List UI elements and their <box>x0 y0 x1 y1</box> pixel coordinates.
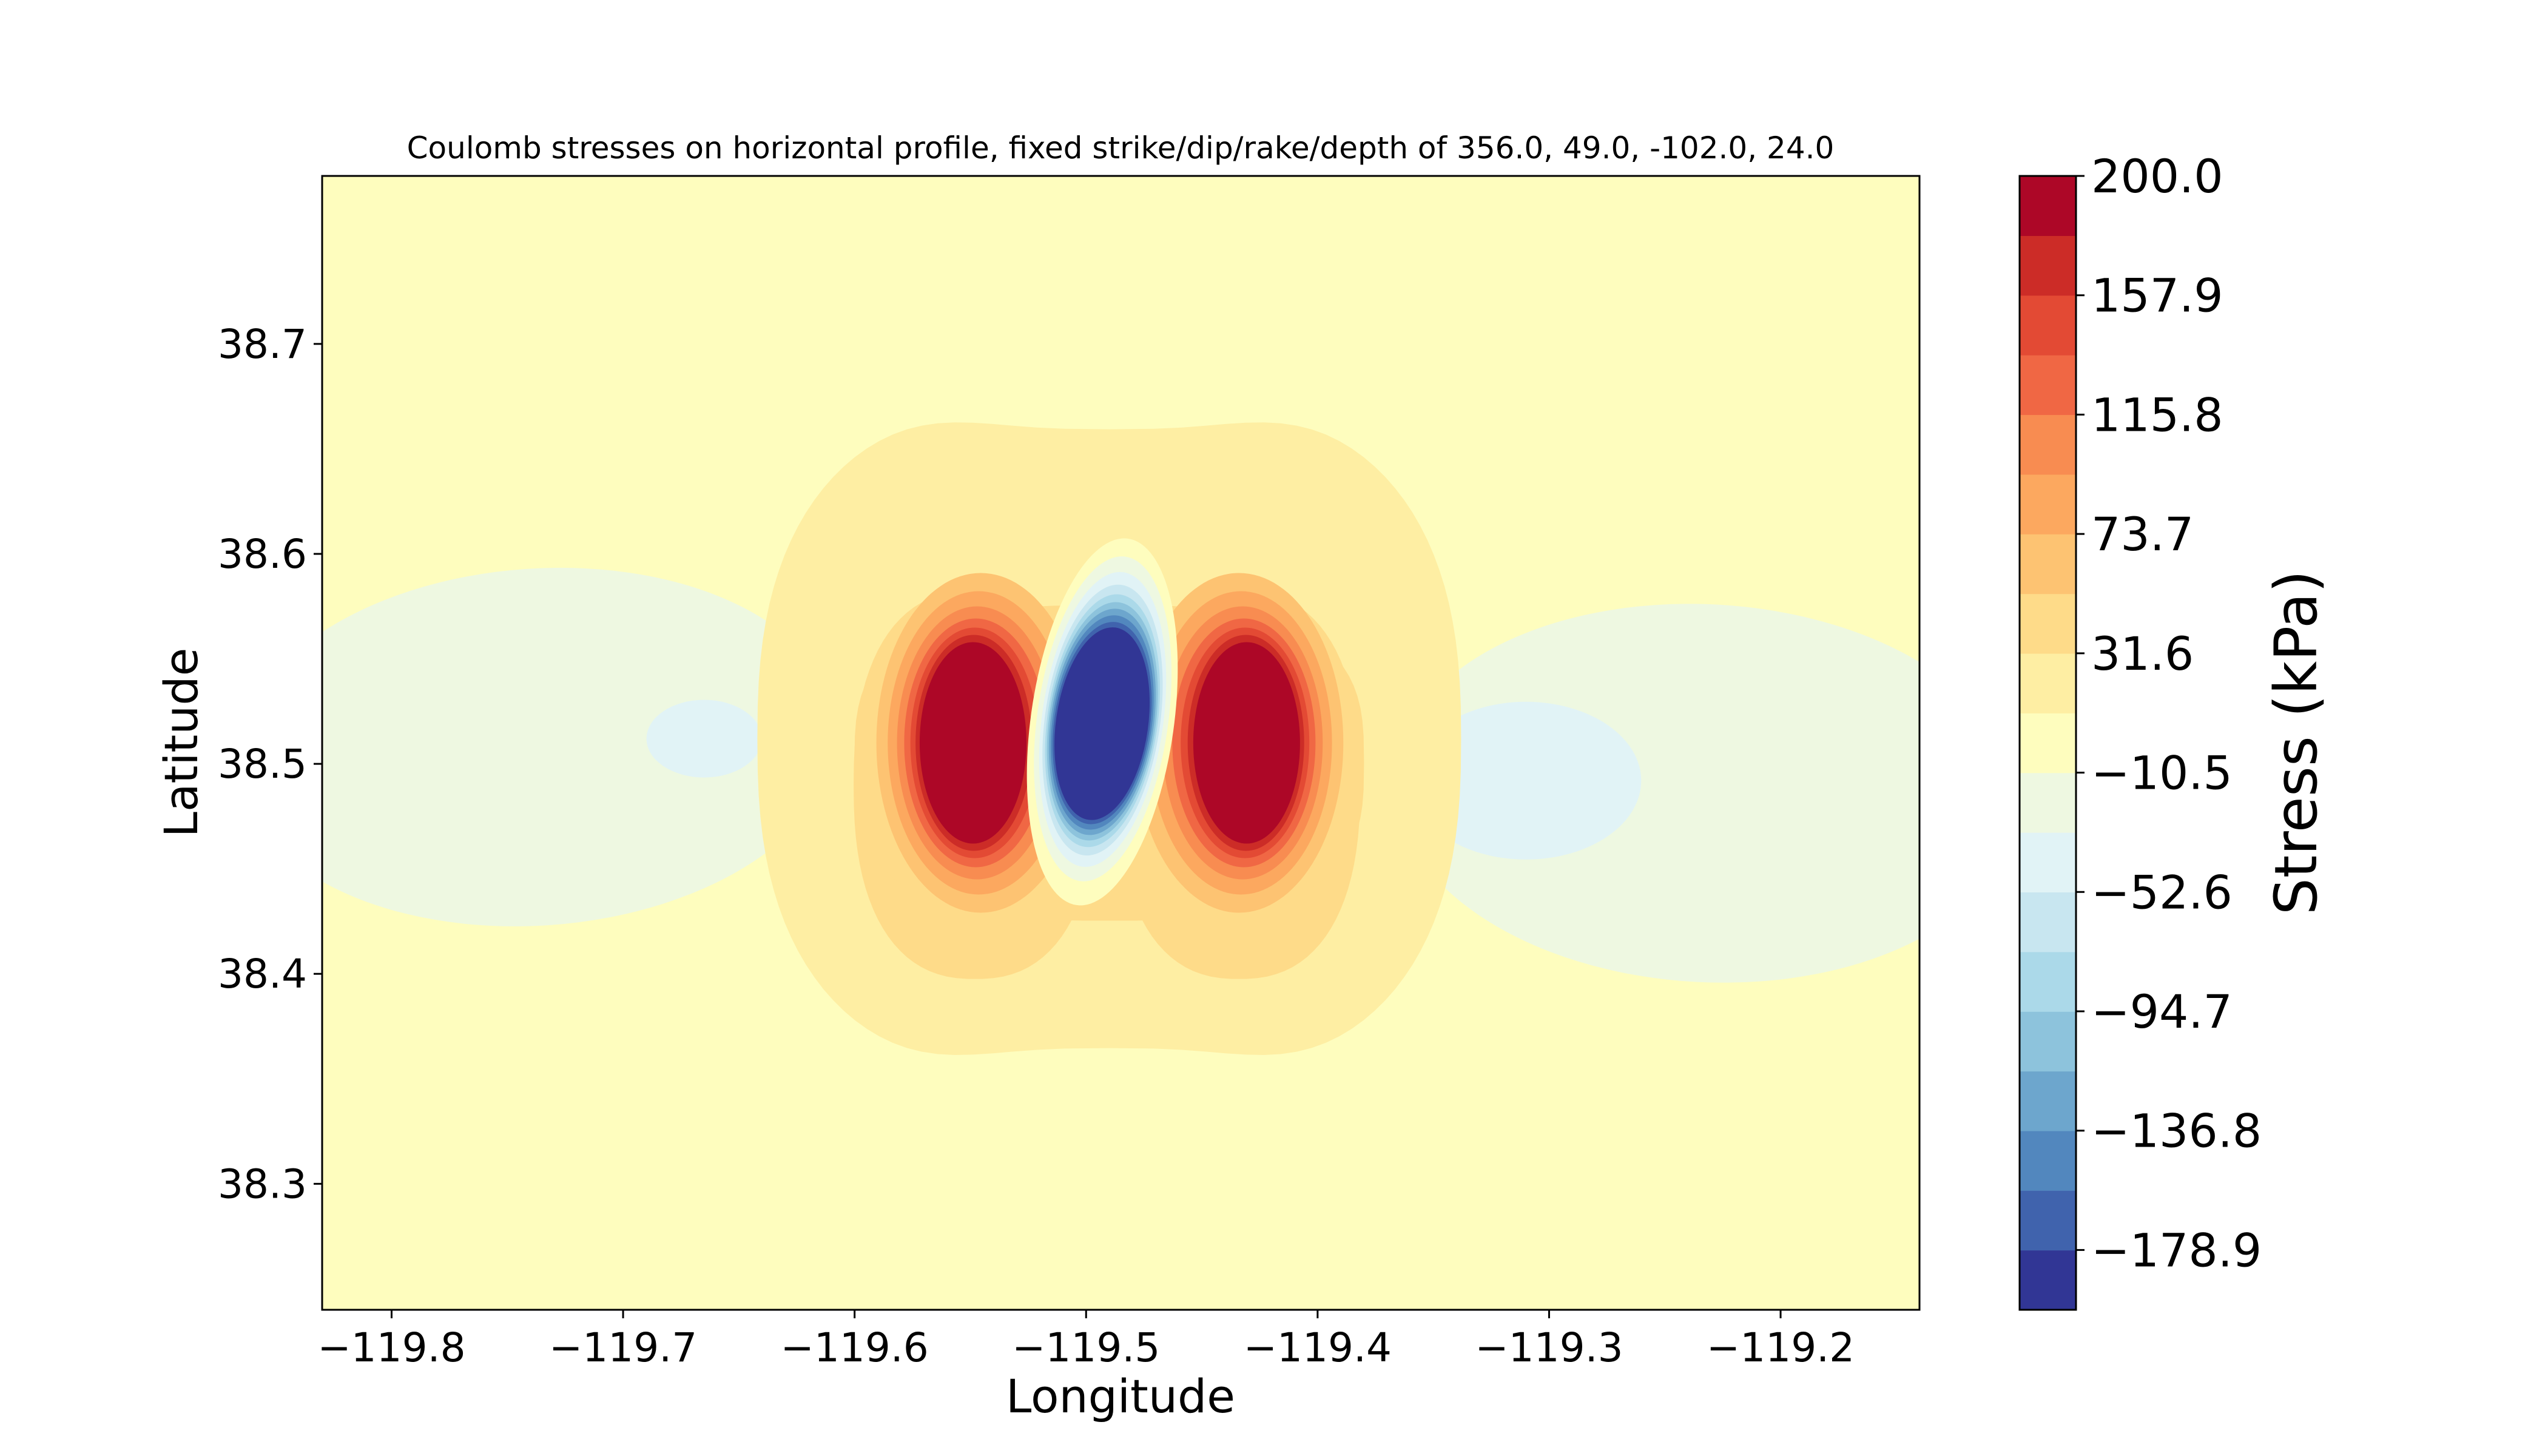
colorbar-tick-label: 31.6 <box>2091 627 2194 681</box>
stress-contour <box>1054 627 1150 820</box>
colorbar-band <box>2020 235 2076 296</box>
y-tick-label: 38.6 <box>218 531 307 578</box>
plot-frame <box>321 175 1921 1311</box>
stress-contour <box>1193 642 1300 844</box>
colorbar-tick-label: 157.9 <box>2091 269 2223 323</box>
y-axis-label: Latitude <box>154 648 208 838</box>
colorbar-tick-label: −10.5 <box>2091 746 2233 800</box>
colorbar-band <box>2020 176 2076 236</box>
colorbar-band <box>2020 1130 2076 1191</box>
colorbar-band <box>2020 713 2076 774</box>
stress-contour <box>919 642 1026 844</box>
x-tick-label: −119.8 <box>317 1324 465 1371</box>
colorbar <box>2020 176 2076 1310</box>
colorbar-band <box>2020 295 2076 356</box>
colorbar-band <box>2020 355 2076 416</box>
stress-contour <box>646 699 762 778</box>
x-axis-label: Longitude <box>1006 1369 1235 1423</box>
x-tick-label: −119.2 <box>1707 1324 1855 1371</box>
x-tick-label: −119.6 <box>781 1324 929 1371</box>
x-tick-label: −119.7 <box>549 1324 697 1371</box>
plot-area <box>322 176 1919 1310</box>
colorbar-frame <box>2018 175 2077 1311</box>
colorbar-band <box>2020 832 2076 893</box>
x-tick-label: −119.3 <box>1475 1324 1623 1371</box>
colorbar-tick-label: −94.7 <box>2091 985 2233 1039</box>
x-tick-label: −119.5 <box>1012 1324 1160 1371</box>
stress-contour <box>322 567 838 926</box>
colorbar-band <box>2020 1071 2076 1131</box>
colorbar-tick-label: −178.9 <box>2091 1223 2262 1277</box>
colorbar-band <box>2020 892 2076 952</box>
colorbar-band <box>2020 772 2076 833</box>
x-tick-label: −119.4 <box>1244 1324 1392 1371</box>
colorbar-band <box>2020 1190 2076 1251</box>
colorbar-label: Stress (kPa) <box>2262 570 2330 915</box>
y-axis-ticks: 38.3 38.4 38.5 38.6 38.7 <box>218 321 322 1207</box>
colorbar-ticks: 200.0 157.9 115.8 73.7 31.6 −10.5 −52.6 −94.7 −1… <box>2076 149 2262 1277</box>
colorbar-tick-label: 200.0 <box>2091 149 2223 203</box>
chart-title: Coulomb stresses on horizontal profile, … <box>407 130 1835 166</box>
colorbar-band <box>2020 414 2076 475</box>
colorbar-band <box>2020 593 2076 654</box>
colorbar-tick-label: 115.8 <box>2091 388 2223 442</box>
stress-contours <box>322 422 1919 1056</box>
colorbar-tick-label: 73.7 <box>2091 507 2194 561</box>
y-tick-label: 38.5 <box>218 741 307 787</box>
stress-contour <box>1394 604 1919 983</box>
x-axis-ticks: −119.8 −119.7 −119.6 −119.5 −119.4 −119.3 −119… <box>317 1310 1855 1371</box>
y-tick-label: 38.3 <box>218 1161 307 1207</box>
colorbar-band <box>2020 534 2076 595</box>
colorbar-band <box>2020 474 2076 534</box>
colorbar-band <box>2020 1250 2076 1310</box>
colorbar-tick-label: −52.6 <box>2091 865 2233 919</box>
colorbar-tick-label: −136.8 <box>2091 1104 2262 1158</box>
colorbar-band <box>2020 951 2076 1012</box>
y-tick-label: 38.4 <box>218 951 307 997</box>
y-tick-label: 38.7 <box>218 321 307 368</box>
stress-contour <box>1410 701 1642 860</box>
colorbar-band <box>2020 653 2076 713</box>
colorbar-band <box>2020 1011 2076 1072</box>
